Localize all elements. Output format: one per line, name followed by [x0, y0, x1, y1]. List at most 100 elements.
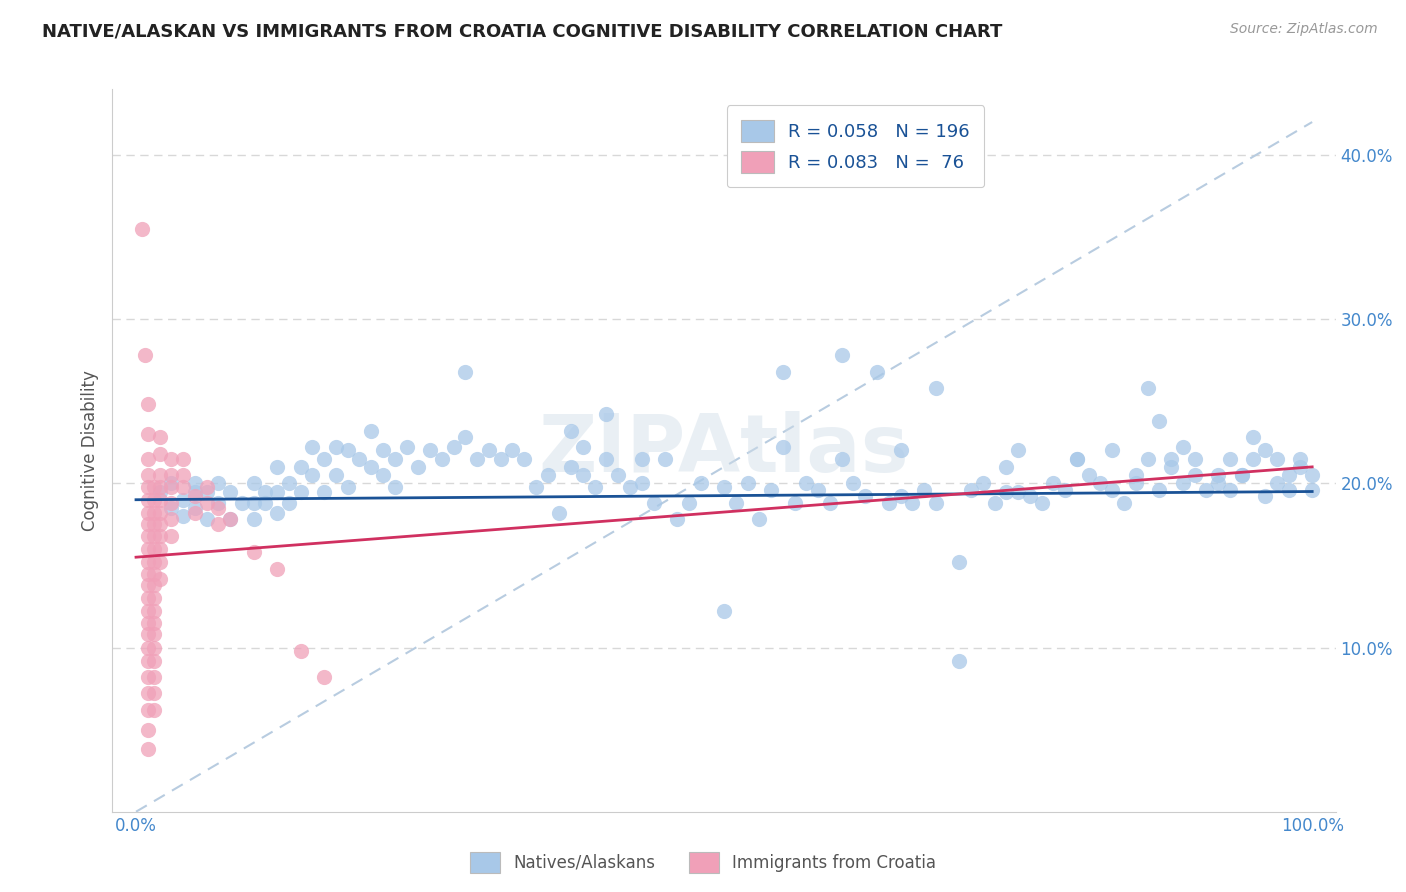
Point: [1149, 414, 1171, 428]
Point: [607, 468, 630, 483]
Point: [325, 440, 347, 454]
Point: [595, 451, 617, 466]
Point: [1007, 443, 1029, 458]
Point: [1112, 496, 1135, 510]
Point: [1066, 451, 1088, 466]
Point: [207, 500, 229, 515]
Point: [454, 365, 477, 379]
Point: [277, 476, 299, 491]
Point: [889, 443, 911, 458]
Point: [142, 604, 165, 618]
Point: [184, 500, 207, 515]
Point: [408, 459, 430, 474]
Point: [912, 483, 935, 497]
Point: [277, 496, 299, 510]
Point: [807, 483, 830, 497]
Text: NATIVE/ALASKAN VS IMMIGRANTS FROM CROATIA COGNITIVE DISABILITY CORRELATION CHART: NATIVE/ALASKAN VS IMMIGRANTS FROM CROATI…: [42, 22, 1002, 40]
Point: [142, 517, 165, 532]
Point: [1278, 468, 1301, 483]
Legend: R = 0.058   N = 196, R = 0.083   N =  76: R = 0.058 N = 196, R = 0.083 N = 76: [727, 105, 984, 187]
Point: [325, 468, 347, 483]
Point: [501, 443, 523, 458]
Point: [395, 440, 418, 454]
Point: [925, 381, 948, 395]
Point: [1278, 483, 1301, 497]
Point: [142, 640, 165, 655]
Point: [195, 496, 218, 510]
Point: [142, 492, 165, 507]
Point: [266, 459, 288, 474]
Point: [142, 591, 165, 606]
Point: [1184, 451, 1206, 466]
Point: [560, 459, 582, 474]
Point: [748, 512, 770, 526]
Point: [136, 615, 159, 630]
Point: [266, 484, 288, 499]
Point: [131, 221, 153, 235]
Point: [1171, 476, 1194, 491]
Point: [1160, 451, 1182, 466]
Point: [454, 430, 477, 444]
Point: [142, 627, 165, 641]
Point: [219, 484, 242, 499]
Point: [713, 480, 735, 494]
Point: [242, 476, 264, 491]
Point: [142, 480, 165, 494]
Point: [478, 443, 501, 458]
Point: [360, 424, 382, 438]
Point: [142, 615, 165, 630]
Point: [136, 492, 159, 507]
Point: [713, 604, 735, 618]
Point: [1230, 468, 1253, 483]
Point: [1206, 476, 1229, 491]
Text: Source: ZipAtlas.com: Source: ZipAtlas.com: [1230, 22, 1378, 37]
Point: [983, 496, 1005, 510]
Point: [1007, 484, 1029, 499]
Point: [548, 506, 571, 520]
Point: [831, 348, 853, 362]
Point: [148, 529, 170, 543]
Point: [371, 443, 394, 458]
Point: [142, 541, 165, 556]
Point: [160, 500, 183, 515]
Point: [866, 365, 889, 379]
Point: [160, 512, 183, 526]
Point: [877, 496, 900, 510]
Point: [160, 476, 183, 491]
Point: [314, 484, 336, 499]
Point: [184, 506, 207, 520]
Point: [842, 476, 865, 491]
Point: [384, 480, 406, 494]
Point: [148, 492, 170, 507]
Point: [948, 555, 970, 569]
Point: [1042, 476, 1064, 491]
Point: [619, 480, 641, 494]
Point: [148, 541, 170, 556]
Point: [572, 440, 595, 454]
Point: [184, 484, 207, 499]
Point: [136, 686, 159, 700]
Point: [595, 407, 617, 421]
Point: [134, 348, 156, 362]
Point: [136, 591, 159, 606]
Point: [853, 490, 876, 504]
Point: [489, 451, 512, 466]
Point: [136, 627, 159, 641]
Point: [148, 480, 170, 494]
Point: [1195, 483, 1218, 497]
Point: [1219, 483, 1241, 497]
Point: [172, 468, 194, 483]
Point: [430, 451, 453, 466]
Text: ZIPAtlas: ZIPAtlas: [538, 411, 910, 490]
Point: [1254, 443, 1277, 458]
Point: [1254, 490, 1277, 504]
Point: [1184, 468, 1206, 483]
Point: [136, 480, 159, 494]
Point: [1301, 483, 1323, 497]
Point: [136, 640, 159, 655]
Point: [889, 490, 911, 504]
Point: [1241, 430, 1264, 444]
Point: [995, 484, 1018, 499]
Point: [630, 476, 652, 491]
Point: [689, 476, 711, 491]
